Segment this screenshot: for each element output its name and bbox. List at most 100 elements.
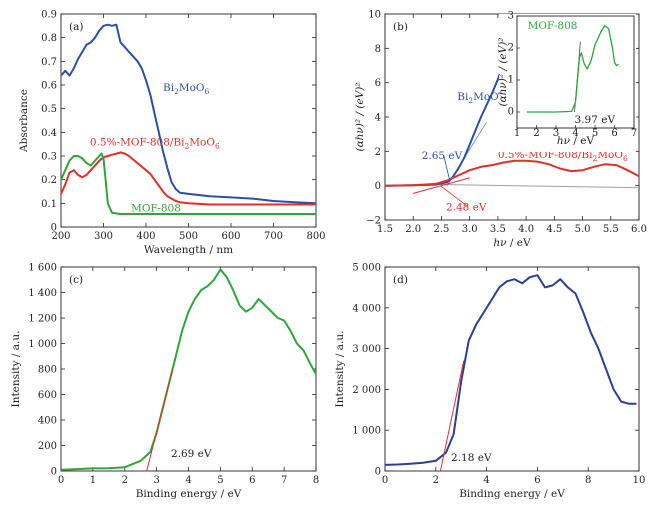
annotation-arrow [440, 185, 469, 207]
y-tick-label: 0.4 [41, 128, 57, 139]
x-tick-label: 3 [153, 475, 159, 486]
panel-label: (b) [393, 21, 408, 33]
y-tick-label: 0.2 [41, 175, 57, 186]
x-tick-label: 1.5 [377, 224, 393, 235]
inset-x-tick-label: 5 [592, 128, 598, 139]
x-axis-label: Binding energy / eV [459, 488, 565, 500]
label-part: 2 [174, 87, 179, 96]
panel-a: 200 300 400 500 600 700 800 0 0.1 0.2 0.3 0.4 0.5 0.6… [18, 10, 326, 257]
y-axis-label: Intensity / a.u. [334, 331, 346, 408]
x-tick-label: 2 [433, 475, 439, 486]
inset-y-tick-label: 1 [508, 75, 514, 86]
label-part: Bi [163, 82, 175, 94]
y-tick-label: 400 [38, 416, 57, 427]
inset-series-label: MOF-808 [528, 20, 578, 32]
plot-frame [60, 266, 317, 472]
x-tick-label: 500 [179, 231, 198, 242]
x-tick-label: 700 [264, 231, 283, 242]
series-label: MOF-808 [131, 203, 181, 215]
baseline [424, 183, 639, 189]
series-label: 0.5%-MOF-808/Bi2MoO6 [90, 136, 220, 150]
series-line [385, 159, 639, 187]
inset-x-axis-label-var: hν [557, 135, 571, 147]
x-axis-label: hν / eV [493, 237, 531, 249]
x-axis-label-unit: / eV [507, 237, 531, 249]
inset-x-tick-label: 1 [514, 128, 520, 139]
tangent-fit [439, 360, 465, 472]
x-tick-label: 4.5 [546, 224, 562, 235]
x-tick-label: 6 [534, 475, 540, 486]
x-tick-label: 1 [90, 475, 96, 486]
x-axis-label: Binding energy / eV [136, 488, 242, 500]
y-tick-label: 0.7 [41, 57, 57, 68]
series-line [60, 268, 317, 471]
x-tick-label: 4.0 [518, 224, 534, 235]
label-part: 6 [215, 141, 220, 150]
inset-x-tick-label: 3 [553, 128, 559, 139]
y-tick-label: 1 000 [28, 339, 57, 350]
label-part: 2 [592, 154, 597, 163]
inset-x-tick-label: 2 [533, 128, 539, 139]
y-axis-label: Intensity / a.u. [10, 331, 22, 408]
x-tick-label: 7 [281, 475, 287, 486]
tangent-fit [413, 177, 470, 194]
x-tick-label: 5.5 [603, 224, 619, 235]
y-tick-label: 0 [51, 467, 57, 478]
label-part: MoO [597, 149, 623, 161]
series-line [60, 151, 316, 206]
y-tick-label: 0 [375, 181, 381, 192]
label-part: MoO [179, 82, 205, 94]
inset-y-tick-label: 3 [508, 11, 514, 22]
x-tick-label: 10 [633, 475, 646, 486]
series-line [60, 152, 316, 215]
series-label: 0.5%-MOF-808/Bi2MoO6 [498, 149, 628, 163]
x-axis-label: Wavelength / nm [144, 244, 233, 256]
y-tick-label: 600 [38, 390, 57, 401]
y-tick-label: 1 600 [28, 263, 57, 274]
x-tick-label: 2 [122, 475, 128, 486]
y-tick-label: 1 400 [28, 288, 57, 299]
label-part: MoO [473, 91, 499, 103]
inset-x-tick-label: 7 [631, 128, 637, 139]
x-tick-label: 2.5 [433, 224, 449, 235]
x-tick-label: 800 [306, 231, 325, 242]
annotation-arrow [443, 154, 451, 182]
y-tick-label: 800 [38, 365, 57, 376]
panel-label: (c) [69, 274, 83, 286]
y-tick-label: 3 000 [352, 344, 381, 355]
x-tick-label: 400 [136, 231, 155, 242]
y-tick-label: 0 [51, 223, 57, 234]
inset-bandgap-annotation: 3.97 eV [575, 114, 616, 126]
x-tick-label: 600 [221, 231, 240, 242]
panel-b: 1.5 2.0 2.5 3.0 3.5 4.0 4.5 5.0 5.5 6.0−20246810(… [354, 10, 647, 250]
label-part: 2 [468, 96, 473, 105]
inset-background [499, 14, 636, 152]
label-part: 6 [205, 87, 210, 96]
panel-d: 0 2 4 6 8 10 0 1 000 2 000 3 000 4 000 5 000 Binding… [334, 263, 645, 501]
x-tick-label: 0 [58, 475, 64, 486]
x-axis-label-var: hν [493, 237, 507, 249]
plot-frame [60, 13, 317, 228]
x-tick-label: 0 [382, 475, 388, 486]
panel-label: (d) [393, 274, 408, 286]
y-tick-label: 6 [375, 78, 381, 89]
inset-x-axis-label-unit: / eV [570, 135, 594, 147]
bandgap-annotation: 2.48 eV [446, 202, 487, 214]
x-tick-label: 8 [585, 475, 591, 486]
panel-label: (a) [69, 21, 83, 33]
label-part: 6 [623, 154, 628, 163]
label-part: 0.5%-MOF-808/Bi [498, 149, 593, 161]
label-part: 0.5%-MOF-808/Bi [90, 136, 185, 148]
label-part: Bi [457, 91, 469, 103]
y-tick-label: 2 000 [352, 385, 381, 396]
y-axis-label: (αhν)² / (eV)² [354, 82, 366, 151]
x-tick-label: 5.0 [575, 224, 591, 235]
inset-x-tick-label: 4 [572, 128, 578, 139]
y-tick-label: −2 [366, 216, 381, 227]
y-tick-label: 1 200 [28, 314, 57, 325]
x-tick-label: 8 [313, 475, 319, 486]
y-tick-label: 0 [375, 467, 381, 478]
y-tick-label: 0.6 [41, 81, 57, 92]
x-tick-label: 4 [483, 475, 489, 486]
